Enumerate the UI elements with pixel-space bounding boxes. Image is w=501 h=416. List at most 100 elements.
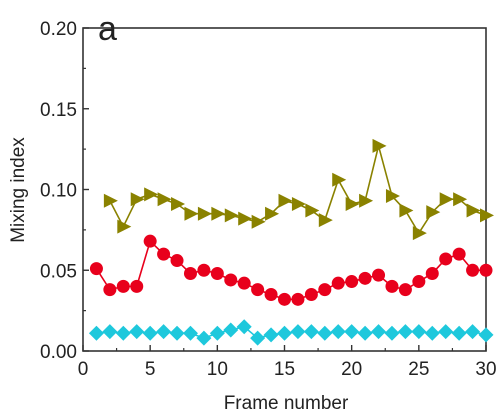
data-point: [291, 292, 305, 306]
data-point: [251, 283, 265, 297]
data-point: [209, 325, 225, 341]
data-point: [117, 219, 132, 234]
data-point: [451, 325, 467, 341]
data-point: [223, 322, 239, 338]
data-point: [305, 203, 320, 218]
data-point: [102, 324, 118, 340]
data-point: [236, 319, 252, 335]
y-tick-label: 0.00: [40, 342, 77, 363]
x-tick-label: 20: [341, 359, 362, 380]
data-point: [278, 193, 293, 208]
x-tick-label: 0: [78, 359, 89, 380]
y-tick-label: 0.10: [40, 181, 77, 202]
data-point: [115, 325, 131, 341]
data-point: [250, 330, 266, 346]
data-point: [264, 287, 278, 301]
data-point: [238, 211, 253, 226]
data-point: [130, 192, 145, 207]
data-point: [385, 188, 400, 203]
data-point: [237, 276, 251, 290]
data-point: [359, 193, 374, 208]
data-point: [345, 197, 360, 212]
data-point: [156, 324, 172, 340]
data-point: [332, 172, 347, 187]
x-tick-label: 5: [145, 359, 156, 380]
data-point: [465, 324, 481, 340]
data-point: [263, 327, 279, 343]
data-point: [397, 324, 413, 340]
data-point: [425, 266, 439, 280]
y-tick-label: 0.05: [40, 261, 77, 282]
data-point: [265, 206, 280, 221]
x-tick-label: 15: [274, 359, 295, 380]
data-point: [170, 254, 184, 268]
data-point: [304, 287, 318, 301]
data-point: [411, 324, 427, 340]
data-point: [171, 197, 186, 212]
data-point: [197, 263, 211, 277]
data-point: [129, 324, 145, 340]
y-axis-title: Mixing index: [8, 137, 29, 243]
data-point: [424, 325, 440, 341]
data-point: [480, 208, 494, 223]
data-point: [385, 279, 399, 293]
data-point: [478, 327, 494, 343]
data-point: [169, 325, 185, 341]
data-point: [103, 193, 118, 208]
data-point: [412, 275, 426, 289]
data-point: [224, 208, 239, 223]
data-point: [426, 205, 441, 220]
data-point: [224, 273, 238, 287]
data-point: [453, 192, 468, 207]
series-diamond: [88, 319, 494, 346]
data-point: [384, 325, 400, 341]
series-layer: [88, 138, 494, 346]
y-tick-label: 0.15: [40, 100, 77, 121]
data-point: [318, 283, 332, 297]
data-point: [88, 325, 104, 341]
series-circle: [89, 234, 493, 306]
data-point: [344, 324, 360, 340]
data-point: [466, 203, 481, 218]
data-point: [278, 292, 291, 306]
data-point: [197, 206, 212, 221]
data-point: [372, 268, 386, 282]
x-tick-label: 30: [475, 359, 496, 380]
data-point: [116, 279, 130, 293]
data-point: [331, 276, 345, 290]
data-point: [157, 247, 171, 261]
x-tick-label: 25: [408, 359, 429, 380]
data-point: [372, 138, 387, 153]
data-point: [439, 252, 453, 266]
data-point: [143, 234, 157, 248]
y-tick-label: 0.20: [40, 19, 77, 40]
data-point: [318, 213, 333, 228]
data-point: [290, 324, 306, 340]
data-point: [103, 283, 117, 297]
data-point: [130, 279, 144, 293]
data-point: [142, 325, 158, 341]
data-point: [439, 192, 454, 207]
data-point: [357, 325, 373, 341]
data-point: [211, 206, 226, 221]
data-point: [466, 263, 480, 277]
data-point: [291, 197, 306, 212]
x-tick-label: 10: [207, 359, 228, 380]
data-point: [183, 266, 197, 280]
series-triangle-right: [103, 138, 494, 241]
panel-label: a: [98, 10, 117, 48]
series-line: [109, 145, 487, 235]
data-point: [182, 325, 198, 341]
data-point: [438, 324, 454, 340]
data-point: [317, 325, 333, 341]
data-point: [358, 271, 372, 285]
data-point: [479, 263, 493, 277]
x-axis-title: Frame number: [224, 393, 349, 414]
data-point: [398, 283, 412, 297]
data-point: [371, 324, 387, 340]
axes: 0 5 10 15 20 25 30 0.00 0.05 0.10 0.15 0.20: [40, 19, 497, 380]
data-point: [144, 187, 159, 202]
data-point: [184, 206, 199, 221]
data-point: [452, 247, 466, 261]
